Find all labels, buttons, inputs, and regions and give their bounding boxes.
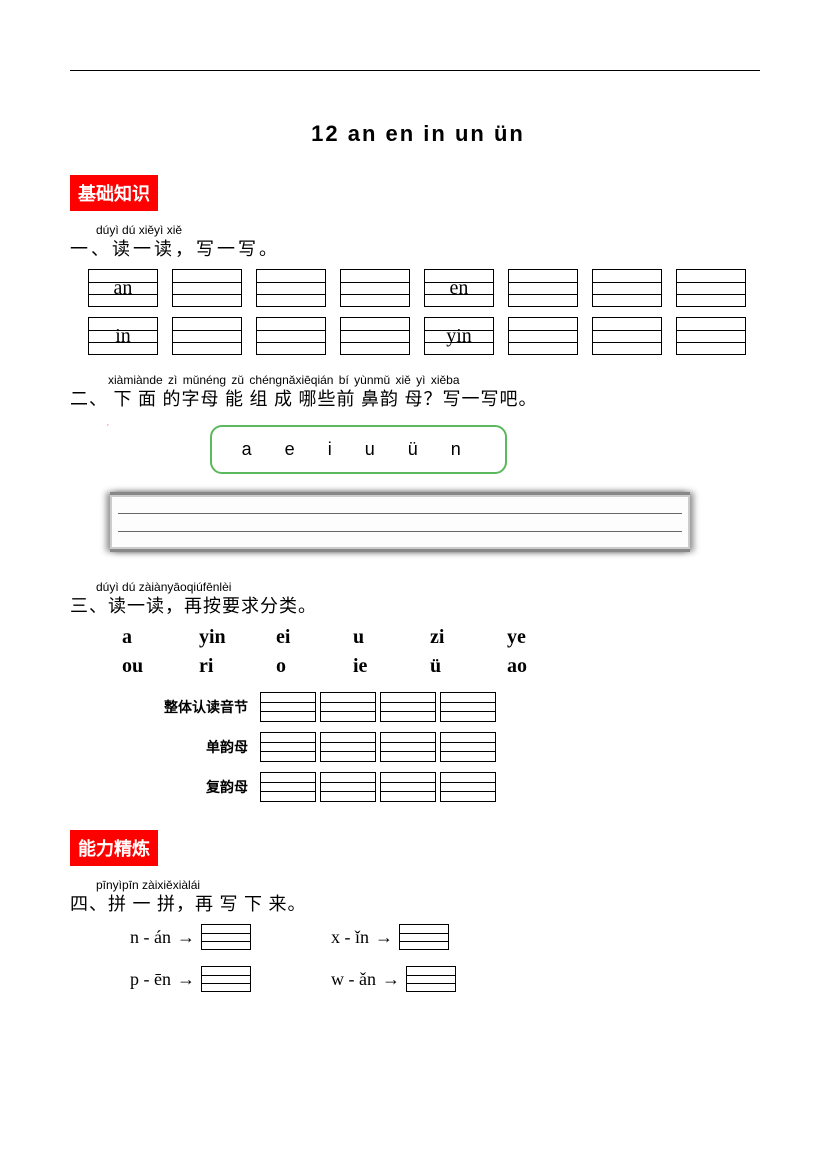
question-3: dúyì dú zàiànyāoqiúfēnlèi 三、读一读，再按要求分类。 … — [70, 580, 766, 802]
syllable: a — [122, 626, 194, 649]
q4-heading: 四、拼 一 拼，再 写 下 来。 — [70, 890, 766, 916]
writing-cell[interactable] — [676, 269, 746, 307]
cell-letter: en — [450, 278, 469, 298]
writing-cell[interactable] — [340, 269, 410, 307]
compose-item: p - ēn → — [130, 966, 251, 992]
top-rule — [70, 70, 760, 71]
compose-item: n - án → — [130, 924, 251, 950]
syllable: ie — [353, 655, 425, 678]
category-row-3: 复韵母 — [120, 772, 766, 802]
writing-cell[interactable] — [201, 966, 251, 992]
q3-syllables-row1: a yin ei u zi ye — [122, 626, 766, 649]
syllable: zi — [430, 626, 502, 649]
writing-cell[interactable] — [592, 317, 662, 355]
writing-cell[interactable] — [406, 966, 456, 992]
category-label: 单韵母 — [120, 737, 260, 757]
writing-cell[interactable] — [380, 692, 436, 722]
writing-cell[interactable] — [172, 317, 242, 355]
compose-item: w - ǎn → — [331, 966, 456, 992]
writing-cell[interactable] — [172, 269, 242, 307]
cell-letter: in — [115, 326, 131, 346]
writing-cell[interactable] — [399, 924, 449, 950]
writing-cell[interactable]: yin — [424, 317, 494, 355]
q4-row1: n - án → x - ǐn → — [130, 924, 766, 950]
decorative-dot: · — [106, 419, 110, 431]
q4-row2: p - ēn → w - ǎn → — [130, 966, 766, 992]
writing-cell[interactable] — [340, 317, 410, 355]
syllable: ü — [430, 655, 502, 678]
section-badge-basic: 基础知识 — [70, 175, 158, 211]
writing-cell[interactable] — [260, 692, 316, 722]
cell-letter: an — [114, 278, 133, 298]
writing-cell[interactable] — [320, 692, 376, 722]
writing-cell[interactable] — [201, 924, 251, 950]
writing-cell[interactable] — [440, 732, 496, 762]
syllable: yin — [199, 626, 271, 649]
writing-cell[interactable] — [380, 772, 436, 802]
writing-cell[interactable] — [440, 772, 496, 802]
q1-row2: in yin — [88, 317, 766, 355]
compose-text: x - ǐn — [331, 927, 369, 948]
writing-cell[interactable] — [260, 732, 316, 762]
syllable: ou — [122, 655, 194, 678]
syllable: o — [276, 655, 348, 678]
writing-cell[interactable] — [320, 732, 376, 762]
q1-row1: an en — [88, 269, 766, 307]
category-row-2: 单韵母 — [120, 732, 766, 762]
arrow-icon: → — [177, 969, 195, 990]
writing-cell[interactable] — [320, 772, 376, 802]
writing-cell[interactable] — [440, 692, 496, 722]
compose-text: w - ǎn — [331, 969, 376, 990]
writing-cell[interactable] — [256, 317, 326, 355]
question-4: pīnyìpīn zàixiěxiàlái 四、拼 一 拼，再 写 下 来。 n… — [70, 878, 766, 992]
writing-cell[interactable] — [256, 269, 326, 307]
writing-cell[interactable]: en — [424, 269, 494, 307]
question-1: dúyì dú xiěyì xiě 一、读一读，写一写。 an en in yi… — [70, 223, 766, 355]
syllable: u — [353, 626, 425, 649]
letter-options-box: a e i u ü n — [210, 425, 507, 474]
syllable: ei — [276, 626, 348, 649]
writing-cell[interactable] — [380, 732, 436, 762]
arrow-icon: → — [382, 969, 400, 990]
writing-cell[interactable] — [508, 269, 578, 307]
cell-letter: yin — [446, 326, 472, 346]
q1-heading: 一、读一读，写一写。 — [70, 235, 766, 261]
writing-cell[interactable] — [508, 317, 578, 355]
category-row-1: 整体认读音节 — [120, 692, 766, 722]
arrow-icon: → — [375, 927, 393, 948]
letter-options: a e i u ü n — [242, 439, 475, 459]
syllable: ao — [507, 655, 579, 678]
page-title: 12 an en in un ün — [70, 121, 766, 147]
writing-cell[interactable] — [592, 269, 662, 307]
syllable: ye — [507, 626, 579, 649]
q3-heading: 三、读一读，再按要求分类。 — [70, 592, 766, 618]
compose-item: x - ǐn → — [331, 924, 449, 950]
q3-syllables-row2: ou ri o ie ü ao — [122, 655, 766, 678]
page-container: 12 an en in un ün 基础知识 dúyì dú xiěyì xiě… — [0, 0, 826, 1048]
section-badge-ability: 能力精炼 — [70, 830, 158, 866]
writing-cell[interactable] — [676, 317, 746, 355]
category-label: 复韵母 — [120, 777, 260, 797]
syllable: ri — [199, 655, 271, 678]
arrow-icon: → — [177, 927, 195, 948]
q2-writing-area[interactable] — [110, 492, 690, 552]
writing-cell[interactable]: an — [88, 269, 158, 307]
writing-cell[interactable]: in — [88, 317, 158, 355]
category-label: 整体认读音节 — [120, 697, 260, 717]
q2-heading: 二、 下 面 的字母 能 组 成 哪些前 鼻韵 母？写一写吧。 — [70, 385, 766, 411]
compose-text: p - ēn — [130, 969, 171, 990]
question-2: xiàmiànde zì mǔnéng zǔ chéngnǎxiēqián bí… — [70, 373, 766, 552]
compose-text: n - án — [130, 927, 171, 948]
writing-cell[interactable] — [260, 772, 316, 802]
